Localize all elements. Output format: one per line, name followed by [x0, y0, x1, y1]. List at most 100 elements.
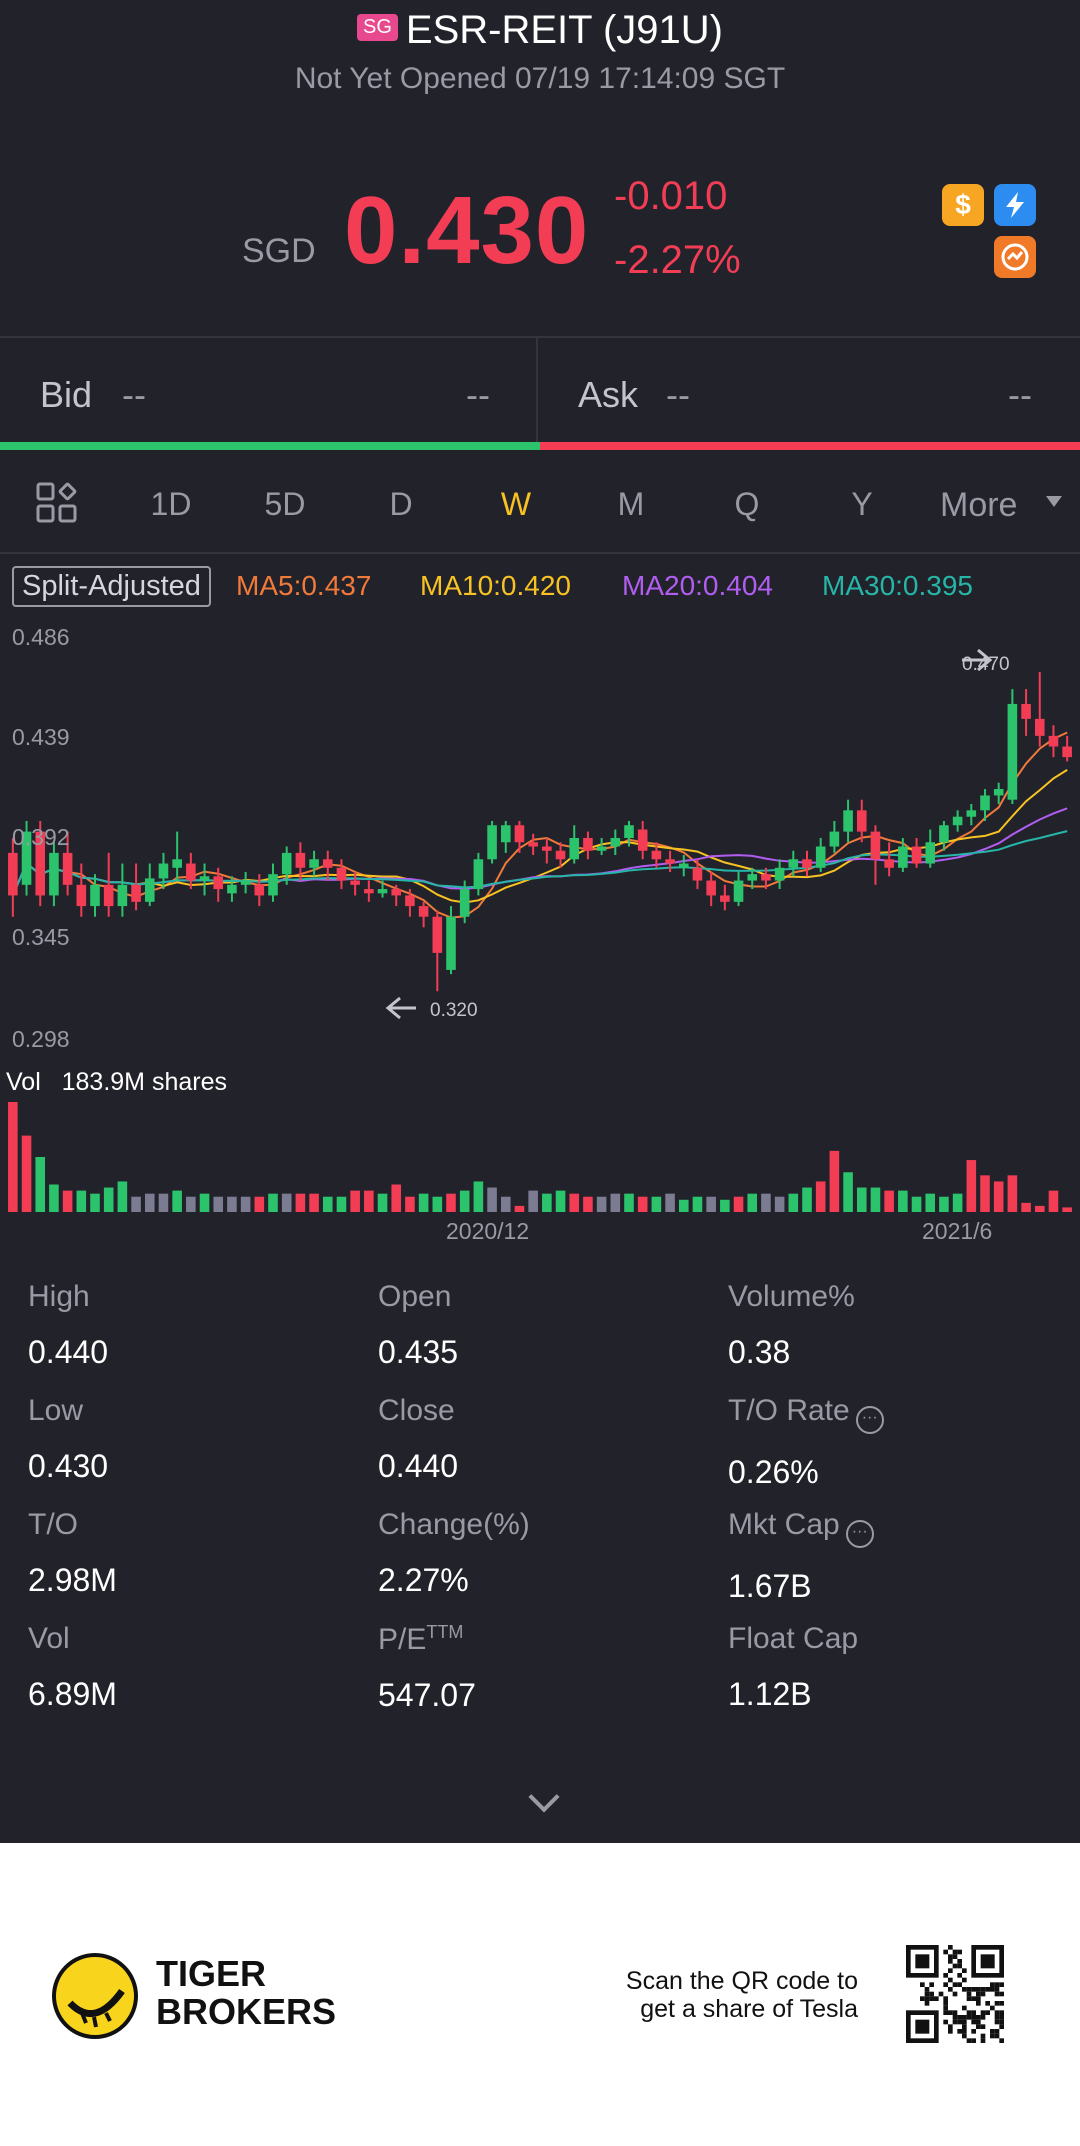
chevron-down-icon[interactable] [1046, 496, 1062, 507]
candle-body [391, 889, 402, 896]
volume-bar [90, 1193, 100, 1212]
candle-body [651, 850, 662, 860]
stat-turnover-rate: T/O Rate ··· 0.26% [728, 1394, 884, 1491]
qr-module [994, 1982, 1000, 1987]
candle-body [966, 810, 977, 817]
qr-module [962, 2015, 967, 2020]
flash-icon[interactable] [994, 184, 1036, 226]
volume-bar [295, 1193, 306, 1212]
candle-body [158, 863, 169, 879]
stat-value: 0.430 [28, 1448, 109, 1484]
expand-chevron-icon[interactable] [528, 1781, 560, 1813]
tab-5d[interactable]: 5D [264, 486, 306, 522]
stat-value: 547.07 [378, 1677, 476, 1713]
ma5-line [11, 731, 1068, 919]
chart-badge-icon[interactable] [994, 236, 1036, 278]
candle-body [309, 859, 319, 868]
candle-body [1034, 718, 1045, 736]
qr-module [999, 2010, 1004, 2015]
dollar-icon[interactable]: $ [942, 184, 984, 226]
stat-value: 1.67B [728, 1568, 812, 1604]
volume-bar [227, 1196, 237, 1212]
qr-module [957, 2015, 962, 2020]
candle-body [418, 906, 429, 917]
qr-module [980, 1987, 986, 1992]
ask-label: Ask [578, 374, 639, 415]
candle-body [473, 859, 484, 890]
y-tick: 0.486 [12, 624, 70, 650]
candle-body [980, 795, 990, 811]
tab-d[interactable]: D [389, 486, 413, 522]
candle-body [802, 859, 812, 868]
candle-body [459, 889, 470, 917]
candle-body [62, 852, 73, 885]
candle-body [213, 876, 224, 890]
stat-value: 0.26% [728, 1454, 819, 1490]
candle-body [925, 842, 936, 864]
y-tick: 0.345 [12, 924, 70, 950]
brand-line-1: TIGER [156, 1953, 267, 1994]
volume-bar [350, 1190, 360, 1212]
volume-bar [692, 1196, 703, 1212]
split-adjusted-button[interactable]: Split-Adjusted [12, 566, 211, 607]
low-annotation: 0.320 [430, 1000, 478, 1021]
candle-body [21, 831, 32, 885]
qr-module [966, 1987, 972, 1992]
tab-m[interactable]: M [617, 486, 645, 522]
tab-y[interactable]: Y [851, 486, 873, 522]
more-info-icon[interactable]: ··· [855, 1406, 884, 1434]
qr-module [980, 2033, 986, 2039]
stat-value: 6.89M [28, 1676, 117, 1712]
stat-label: Mkt Cap [728, 1508, 840, 1541]
qr-module [948, 1945, 953, 1950]
volume-bar [637, 1196, 648, 1212]
qr-module [957, 1982, 962, 1987]
volume-bar [856, 1187, 867, 1212]
volume-bar [405, 1196, 415, 1212]
tab-1d[interactable]: 1D [150, 486, 192, 522]
last-price: 0.430 [344, 177, 590, 284]
x-label: 2021/6 [922, 1218, 993, 1244]
volume-bar [925, 1193, 936, 1212]
candlestick-chart[interactable] [0, 612, 1080, 1224]
candle-body [131, 884, 141, 902]
tab-q[interactable]: Q [734, 486, 760, 522]
qr-module [999, 2038, 1004, 2043]
x-label: 2020/12 [446, 1218, 530, 1244]
qr-module [962, 2005, 967, 2011]
qr-module [990, 1982, 995, 1987]
ma5-value: MA5:0.437 [236, 570, 372, 601]
qr-module [999, 2015, 1004, 2020]
stat-value: 0.440 [378, 1448, 459, 1484]
qr-module [948, 1954, 953, 1959]
tab-w[interactable]: W [500, 486, 532, 522]
volume-bar [364, 1190, 374, 1212]
qr-module [943, 2001, 948, 2006]
volume-bar [240, 1196, 251, 1212]
candle-body [405, 895, 415, 907]
qr-code-icon[interactable] [906, 1945, 1004, 2043]
qr-module [962, 2029, 967, 2034]
qr-module [994, 2001, 1000, 2006]
qr-module [957, 2029, 962, 2034]
more-info-icon[interactable]: ··· [845, 1520, 874, 1548]
qr-module [990, 1987, 995, 1992]
qr-module [943, 2010, 948, 2015]
tab-more[interactable]: More [940, 486, 1018, 524]
grid-icon[interactable] [36, 482, 78, 524]
qr-module [952, 2019, 958, 2025]
qr-module [980, 2024, 986, 2029]
qr-module [994, 2029, 1000, 2034]
qr-module [994, 2019, 1000, 2025]
volume-bar [665, 1193, 675, 1212]
candle-body [624, 825, 634, 838]
volume-bar [514, 1205, 525, 1212]
qr-module [957, 1949, 962, 1955]
volume-bar [172, 1190, 182, 1212]
volume-bar [76, 1190, 87, 1212]
candle-body [432, 916, 443, 953]
qr-module [976, 1987, 981, 1992]
candle-body [172, 859, 182, 868]
qr-module [999, 1991, 1004, 1997]
volume-bar [583, 1196, 593, 1212]
